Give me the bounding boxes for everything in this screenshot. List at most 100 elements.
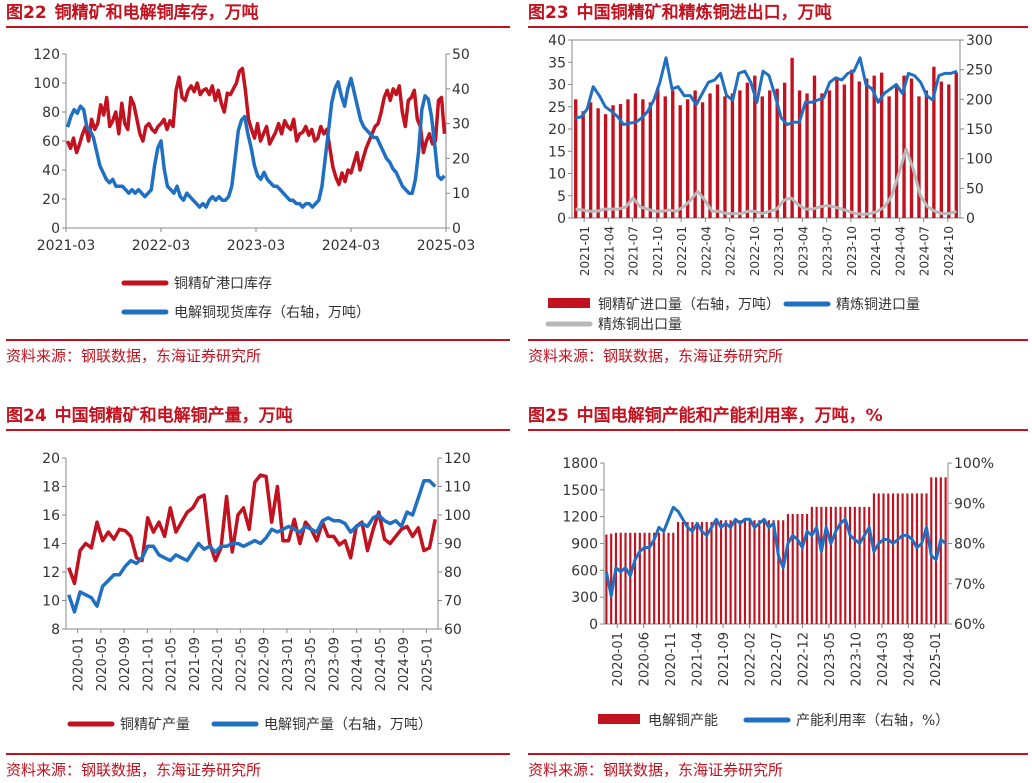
- bar: [896, 493, 899, 624]
- legend-label: 精炼铜出口量: [598, 317, 682, 333]
- y-left-tick-label: 20: [548, 122, 566, 138]
- x-tick-label: 2021-09: [717, 632, 732, 686]
- bar: [872, 493, 876, 624]
- bar: [863, 506, 866, 624]
- source-note: 资料来源：钢联数据，东海证券研究所: [6, 339, 510, 366]
- x-tick-label: 2022-07: [770, 632, 785, 686]
- x-tick-label: 2023-05: [823, 632, 838, 686]
- bar: [782, 82, 787, 218]
- bar: [574, 99, 578, 218]
- x-tick-label: 2020-01: [611, 632, 626, 686]
- y-right-tick-label: 50: [452, 47, 470, 63]
- bar: [909, 78, 914, 218]
- bar: [681, 522, 684, 624]
- bar: [925, 493, 928, 624]
- panel-fig22: 图22 铜精矿和电解铜库存，万吨 0 20 40 60 80 100 120 0 10 20 30 40…: [6, 2, 510, 372]
- bar: [624, 532, 627, 624]
- bar: [901, 493, 904, 624]
- x-tick-label: 2023-04: [796, 226, 810, 276]
- x-tick-label: 2022-07: [724, 226, 738, 276]
- x-tick-label: 2025-03: [417, 238, 476, 254]
- bar: [772, 520, 775, 624]
- bar: [777, 520, 780, 624]
- y-right-tick-label: 110: [444, 480, 471, 496]
- x-tick-label: 2023-01: [281, 637, 296, 691]
- x-tick-label: 2020-01: [72, 637, 87, 691]
- bar: [877, 493, 880, 624]
- y-left-tick-label: 20: [42, 451, 60, 467]
- y-right-tick-label: 50: [966, 181, 984, 197]
- y-left-tick-label: 12: [42, 565, 60, 581]
- x-tick-label: 2021-10: [651, 226, 665, 276]
- bar: [791, 513, 794, 624]
- legend-label: 电解铜现货库存（右轴，万吨）: [174, 304, 370, 321]
- y-right-tick-label: 100: [444, 508, 471, 524]
- x-tick-label: 2022-01: [675, 226, 689, 276]
- x-tick-label: 2022-09: [258, 637, 273, 691]
- bar: [738, 90, 742, 218]
- bar: [686, 522, 689, 624]
- x-tick-label: 2020-09: [118, 637, 133, 691]
- bar: [894, 84, 899, 218]
- bar: [653, 532, 656, 624]
- bar: [715, 520, 718, 624]
- bar: [820, 506, 823, 624]
- bar: [693, 90, 697, 218]
- y-right-tick-label: 300: [966, 33, 993, 49]
- series-line: [65, 76, 446, 209]
- x-tick-label: 2022-04: [699, 226, 713, 276]
- y-right-tick-label: 70%: [954, 577, 985, 593]
- x-tick-label: 2023-10: [849, 632, 864, 686]
- bar: [906, 493, 909, 624]
- bar: [887, 96, 891, 218]
- chart-inventory: 0 20 40 60 80 100 120 0 10 20 30 40 50 2021-03 2022-03…: [33, 47, 476, 321]
- panel-title: 图23 中国铜精矿和精炼铜进出口，万吨: [528, 2, 1028, 28]
- bar: [805, 93, 809, 218]
- bar: [762, 520, 766, 624]
- bar: [835, 78, 839, 218]
- bar: [932, 66, 936, 218]
- bar: [719, 520, 723, 624]
- panel-fig23: 图23 中国铜精矿和精炼铜进出口，万吨 0 5 10 15 20 25 30 35 40 0 50 10…: [528, 2, 1028, 372]
- bar: [812, 75, 817, 218]
- panel-fig24: 图24 中国铜精矿和电解铜产量，万吨 8 10 12 14 16 18 20 60 70 80 90 1…: [6, 405, 510, 781]
- x-tick-label: 2024-07: [918, 226, 932, 276]
- x-tick-label: 2022-03: [132, 238, 191, 254]
- y-left-tick-label: 100: [33, 76, 60, 92]
- bar: [767, 520, 770, 624]
- x-tick-label: 2024-03: [876, 632, 891, 686]
- y-left-tick-label: 15: [548, 144, 566, 160]
- y-left-tick-label: 60: [42, 134, 60, 150]
- x-tick-label: 2024-08: [902, 632, 917, 686]
- bar: [588, 102, 593, 218]
- bar: [696, 522, 699, 624]
- y-left-tick-label: 40: [548, 33, 566, 49]
- y-left-tick-label: 16: [42, 508, 60, 524]
- y-left-tick-label: 80: [42, 105, 60, 121]
- bar: [603, 114, 608, 218]
- bar: [610, 533, 613, 624]
- bar: [614, 532, 618, 624]
- bar: [939, 81, 944, 219]
- bar: [648, 102, 653, 218]
- y-left-tick-label: 40: [42, 163, 60, 179]
- x-tick-label: 2020-11: [664, 632, 679, 686]
- bar: [848, 506, 852, 624]
- x-tick-label: 2020-06: [638, 632, 653, 686]
- x-tick-label: 2021-04: [602, 226, 616, 276]
- bar: [947, 84, 951, 218]
- bar: [872, 75, 876, 218]
- bar: [801, 513, 804, 624]
- x-tick-label: 2024-01: [351, 637, 366, 691]
- bar: [596, 108, 600, 218]
- bar: [729, 520, 732, 624]
- bar: [786, 513, 790, 624]
- bar: [626, 99, 630, 218]
- bar: [657, 532, 661, 624]
- bar: [796, 513, 799, 624]
- source-note: 资料来源：钢联数据，东海证券研究所: [528, 753, 1028, 780]
- bar: [629, 532, 632, 624]
- bar: [915, 493, 919, 624]
- bar: [815, 506, 818, 624]
- bar: [648, 532, 651, 624]
